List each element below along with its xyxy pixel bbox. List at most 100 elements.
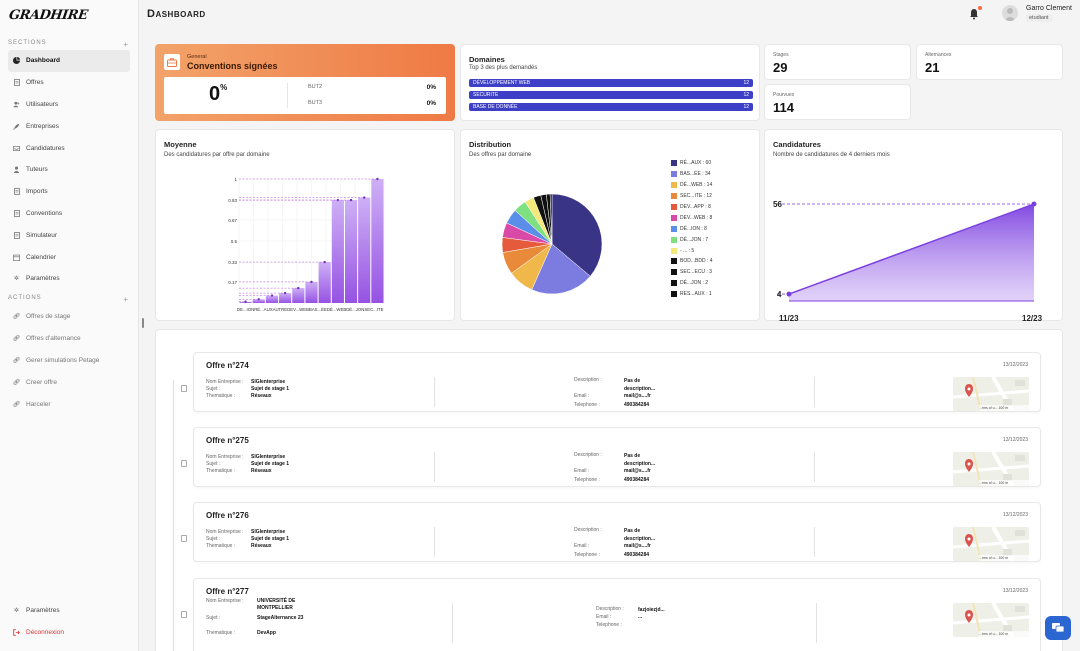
offer-card[interactable]: Offre n°277 13/12/2023 Nom Entreprise : UNI… [193, 578, 1041, 651]
stat-label: Alternances [925, 52, 952, 58]
legend-label: DÉ...JON : 2 [680, 280, 709, 287]
sidebar-item-utilisateurs[interactable]: Utilisateurs [8, 94, 130, 116]
legend-label: RES...AUX : 1 [680, 291, 712, 298]
legend-swatch [671, 269, 677, 276]
action-gerer-simulations[interactable]: 🔗︎ Gerer simulations Petage [8, 350, 130, 372]
bar[interactable] [358, 197, 371, 303]
app-logo[interactable]: GRADHIRE [7, 8, 89, 23]
offer-card[interactable]: Offre n°274 13/12/2023 Nom Entreprise : SIG… [193, 352, 1041, 412]
action-label: Offres de stage [26, 313, 71, 321]
link-icon: 🔗︎ [12, 357, 21, 364]
legend-swatch [671, 160, 677, 167]
legend-item[interactable]: BOD...BDD : 4 [671, 256, 751, 267]
sidebar-item-imports[interactable]: Imports [8, 181, 130, 203]
add-section-icon[interactable]: + [123, 40, 128, 49]
bar-point [310, 280, 313, 284]
legend-swatch [671, 214, 677, 221]
offer-map[interactable]: ...rms of u... 100 m [953, 377, 1029, 411]
bar[interactable] [279, 293, 292, 303]
document-icon [13, 188, 20, 196]
action-harceler[interactable]: 🔗︎ Harceler [8, 393, 130, 415]
legend-item[interactable]: DEV...APP : 8 [671, 202, 751, 213]
legend-item[interactable]: DÉ...WEB : 14 [671, 180, 751, 191]
pie-slice[interactable] [551, 193, 603, 277]
distribution-card: Distribution Des offres par domaine RÉ..… [460, 129, 760, 321]
action-offres-alternance[interactable]: 🔗︎ Offres d'alternance [8, 328, 130, 350]
bar[interactable] [252, 299, 265, 303]
legend-item[interactable]: DÉ...ION : 8 [671, 223, 751, 234]
legend-item[interactable]: RES...AUX : 1 [671, 289, 751, 300]
legend-swatch [671, 280, 677, 287]
legend-item[interactable]: DÉ...JON : 2 [671, 278, 751, 289]
sidebar-item-parametres-bottom[interactable]: ✲ Paramètres [8, 600, 130, 622]
bar[interactable] [292, 288, 305, 303]
map-tiles [953, 452, 1029, 486]
bar[interactable] [265, 295, 279, 303]
sidebar-item-label: Dashboard [26, 57, 60, 65]
sidebar-item-dashboard[interactable]: Dashboard [8, 50, 130, 72]
sidebar-item-entreprises[interactable]: Entreprises [8, 115, 130, 137]
map-attribution: ...rms of u... 100 m [979, 481, 1009, 485]
offer-description-value: Pas de description... [624, 453, 656, 467]
offer-telephone-label: Telephone : [574, 402, 600, 408]
offer-map[interactable]: ...rms of u... 100 m [953, 603, 1029, 637]
y-tick-label: 0.17 [228, 280, 237, 285]
offer-map[interactable]: ...rms of u... 100 m [953, 527, 1029, 561]
legend-item[interactable]: DEV...WEB : 8 [671, 212, 751, 223]
logout-label: Déconnexion [26, 629, 64, 637]
pie-slice[interactable] [549, 193, 553, 245]
sidebar-item-candidatures[interactable]: Candidatures [8, 137, 130, 159]
bar[interactable] [318, 262, 331, 303]
link-icon: 🔗︎ [12, 314, 21, 321]
bar[interactable] [305, 281, 318, 303]
sidebar-item-label: Entreprises [26, 122, 59, 130]
sidebar-item-calendrier[interactable]: Calendrier [8, 246, 130, 268]
document-icon [13, 231, 20, 239]
sidebar-item-offres[interactable]: Offres [8, 72, 130, 94]
chat-button[interactable] [1045, 616, 1071, 640]
x-tick-labels: DE...IONRÉ...AUXAUTREDEV...WEBBAS...ÉEDÉ… [237, 307, 384, 312]
domaine-bar: BASE DE DONNÉE 12 [469, 103, 753, 111]
avatar[interactable] [1002, 5, 1018, 21]
domaines-subtitle: Top 3 des plus demandés [469, 65, 538, 71]
sidebar-resize-handle[interactable] [142, 318, 144, 328]
sidebar-item-simulateur[interactable]: Simulateur [8, 224, 130, 246]
offer-map[interactable]: ...rms of u... 100 m [953, 452, 1029, 486]
legend-item[interactable]: SEC...ECU : 3 [671, 267, 751, 278]
bar[interactable] [344, 200, 358, 303]
legend-item[interactable]: BAS...ÉE : 34 [671, 169, 751, 180]
divider [816, 603, 817, 643]
action-creer-offre[interactable]: 🔗︎ Creer offre [8, 371, 130, 393]
offer-email-value: mail@s....fr [624, 393, 651, 399]
legend-item[interactable]: RÉ...AUX : 60 [671, 158, 751, 169]
legend-item[interactable]: - ... : 5 [671, 245, 751, 256]
offer-description-label: Description : [574, 452, 602, 458]
legend-swatch [671, 236, 677, 243]
bar-point [349, 198, 353, 202]
domaine-bar: DÉVELOPPEMENT WEB 12 [469, 79, 753, 87]
action-offres-stage[interactable]: 🔗︎ Offres de stage [8, 306, 130, 328]
add-action-icon[interactable]: + [123, 295, 128, 304]
users-icon [13, 101, 20, 108]
conventions-percent: 0% [209, 83, 228, 105]
offer-field-value: SIGIenterprise [251, 529, 286, 535]
legend-item[interactable]: DÉ...JON : 7 [671, 234, 751, 245]
logout-button[interactable]: Déconnexion [8, 622, 130, 644]
divider [814, 377, 815, 407]
sidebar-item-conventions[interactable]: Conventions [8, 203, 130, 225]
bar[interactable] [331, 200, 344, 303]
bar[interactable] [371, 179, 384, 303]
offer-card[interactable]: Offre n°276 13/12/2023 Nom Entreprise : SIG… [193, 502, 1041, 562]
map-attribution: ...rms of u... 100 m [979, 556, 1009, 560]
sidebar-item-parametres[interactable]: ✲ Paramètres [8, 268, 130, 290]
user-name: Garro Clement [1026, 5, 1072, 12]
offer-date: 13/12/2023 [1002, 362, 1028, 368]
sidebar-item-tuteurs[interactable]: Tuteurs [8, 159, 130, 181]
bell-icon[interactable] [968, 8, 980, 20]
pie-slice[interactable] [531, 243, 591, 295]
stat-value: 114 [773, 100, 794, 115]
inbox-icon [13, 145, 20, 152]
legend-item[interactable]: SEC...ITE : 12 [671, 191, 751, 202]
offer-card[interactable]: Offre n°275 13/12/2023 Nom Entreprise : SIG… [193, 427, 1041, 487]
sidebar-item-label: Simulateur [26, 231, 58, 239]
